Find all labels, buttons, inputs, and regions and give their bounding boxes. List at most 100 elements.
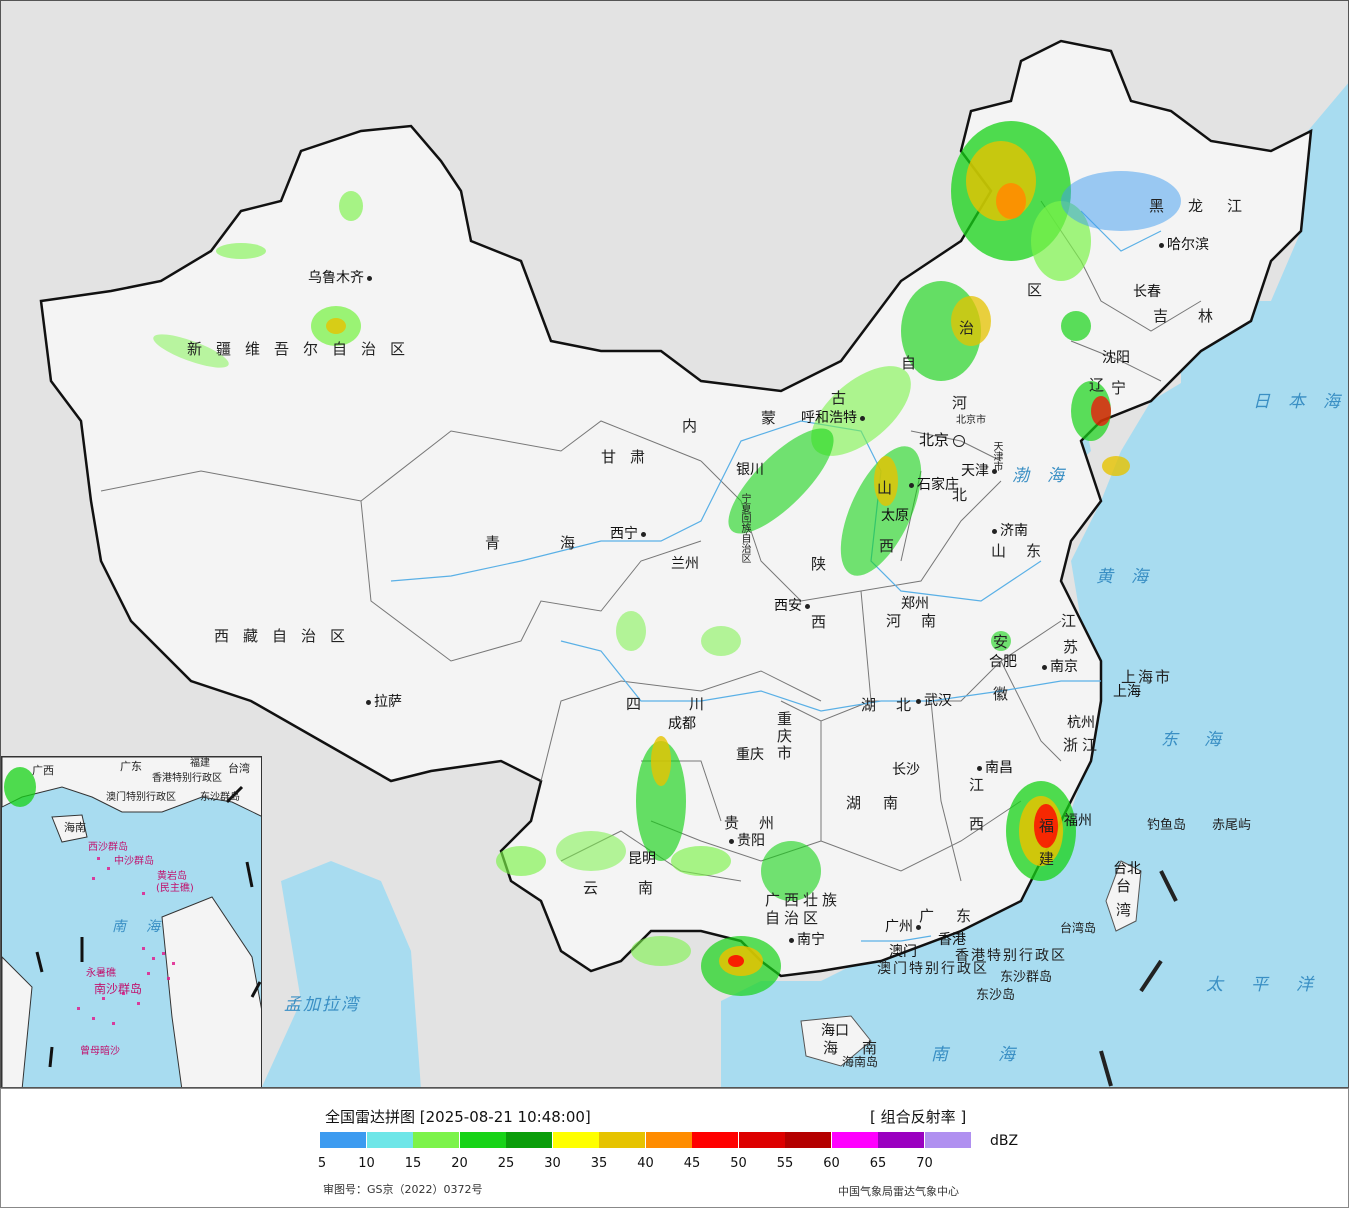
legend-tick-label: 30 — [544, 1156, 561, 1171]
province-qinghai: 青海 — [485, 534, 636, 552]
province-henan: 河南 — [886, 612, 957, 630]
island-dongsha-islands: 东沙群岛 — [1000, 970, 1053, 985]
radar-echoes — [1, 121, 1181, 996]
city-wuhan: 武汉 — [913, 694, 952, 708]
south-sea-inset: 广西 广东 福建 台湾 香港特别行政区 澳门特别行政区 东沙群岛 海南 西沙群岛… — [1, 756, 262, 1087]
province-taiwan-1: 台 — [1116, 877, 1146, 895]
legend-swatch — [878, 1132, 924, 1148]
inset-taiwan: 台湾 — [228, 762, 250, 775]
province-beijing: 北京市 — [956, 415, 986, 426]
radar-map: 新疆维吾尔自治区 西藏自治区 青海 甘肃 内 蒙 古 自 治 区 黑龙江 吉林 … — [0, 0, 1349, 1088]
province-xinjiang: 新疆维吾尔自治区 — [187, 340, 420, 358]
legend-tick-label: 65 — [869, 1156, 887, 1171]
province-hunan: 湖南 — [846, 794, 921, 812]
province-jiangxi-1: 江 — [969, 776, 999, 794]
legend-swatch — [599, 1132, 645, 1148]
legend-product: [ 组合反射率 ] — [870, 1108, 967, 1126]
city-jinan: 济南 — [989, 524, 1028, 538]
city-haikou: 海口 — [821, 1023, 849, 1039]
inset-zengmu: 曾母暗沙 — [80, 1046, 120, 1057]
hainan-island — [800, 1015, 872, 1067]
rivers — [390, 210, 1162, 942]
province-zhejiang: 浙江 — [1063, 736, 1102, 754]
city-lhasa: 拉萨 — [363, 695, 402, 709]
legend-tick-label: 35 — [590, 1156, 608, 1171]
province-hainan: 海南 — [823, 1039, 902, 1057]
city-hongkong: 香港 — [938, 932, 966, 948]
province-neimenggu-2: 蒙 — [761, 409, 791, 427]
inset-macau: 澳门特别行政区 — [106, 792, 176, 803]
japan-sea-water — [1181, 301, 1348, 471]
province-guizhou: 贵州 — [724, 814, 795, 832]
legend-tick-label: 45 — [683, 1156, 701, 1171]
legend-unit: dBZ — [990, 1133, 1019, 1149]
province-neimenggu-3: 古 — [831, 389, 861, 407]
taiwan-island — [1105, 860, 1142, 932]
inset-huangyan: 黄岩岛 — [157, 871, 187, 882]
map-canvas — [1, 39, 1348, 1087]
city-changsha: 长沙 — [892, 762, 920, 778]
city-nanchang: 南昌 — [974, 761, 1013, 775]
province-yunnan: 云南 — [583, 879, 694, 897]
province-xizang: 西藏自治区 — [214, 627, 360, 645]
legend-tick-label: 10 — [358, 1156, 375, 1171]
city-guiyang: 贵阳 — [726, 834, 765, 848]
legend-swatch — [459, 1132, 506, 1148]
sea-yellow: 黄海 — [1096, 567, 1166, 587]
legend-swatch — [738, 1132, 785, 1148]
island-diaoyu: 钓鱼岛 — [1147, 818, 1187, 833]
province-fujian-1: 福 — [1039, 817, 1069, 835]
province-chongqing: 重庆市 — [775, 711, 793, 762]
inset-hongkong: 香港特别行政区 — [152, 773, 222, 784]
city-hohhot: 呼和浩特 — [801, 411, 868, 425]
legend-swatch — [413, 1132, 459, 1148]
china-land — [39, 39, 1313, 978]
city-urumqi: 乌鲁木齐 — [308, 271, 375, 285]
inset-canvas — [2, 757, 261, 1087]
province-shanxi-1: 山 — [877, 479, 907, 497]
province-liaoning-1: 辽 — [1089, 376, 1119, 394]
legend-panel — [0, 1088, 1349, 1208]
inset-south-sea: 南海 — [112, 919, 180, 935]
sea-south: 南海 — [931, 1045, 1065, 1065]
legend-swatch — [645, 1132, 692, 1148]
legend-tick-label: 40 — [637, 1156, 654, 1171]
approval-number: 审图号：GS京（2022）0372号 — [323, 1183, 483, 1196]
province-hebei-1: 河 — [952, 394, 982, 412]
province-anhui-1: 安 — [993, 633, 1023, 651]
city-changchun: 长春 — [1133, 284, 1161, 300]
province-taiwan-2: 湾 — [1116, 901, 1146, 919]
legend-title: 全国雷达拼图 [2025-08-21 10:48:00] — [325, 1108, 591, 1126]
inset-guangdong: 广东 — [120, 760, 142, 773]
inset-nansha: 南沙群岛 — [94, 982, 143, 996]
legend-tick-label: 25 — [497, 1156, 515, 1171]
legend-swatch — [552, 1132, 599, 1148]
city-taipei: 台北 — [1113, 861, 1141, 877]
province-ningxia: 宁夏回族自治区 — [739, 493, 750, 563]
agency-name: 中国气象局雷达气象中心 — [838, 1185, 959, 1198]
island-chiwei: 赤尾屿 — [1212, 818, 1252, 833]
island-hainan: 海南岛 — [842, 1055, 879, 1069]
province-sichuan: 四川 — [626, 695, 753, 713]
city-guangzhou: 广州 — [885, 920, 924, 934]
province-shanxi-2: 西 — [879, 537, 909, 555]
legend-swatch — [692, 1132, 738, 1148]
inset-fujian: 福建 — [190, 758, 210, 769]
city-nanjing: 南京 — [1039, 660, 1078, 674]
island-dongsha: 东沙岛 — [976, 988, 1016, 1003]
city-harbin: 哈尔滨 — [1156, 238, 1209, 252]
city-shanghai: 上海 — [1113, 684, 1141, 700]
province-hongkong: 香港特别行政区 — [955, 948, 1067, 964]
legend-swatch — [366, 1132, 413, 1148]
province-guangdong: 广东 — [919, 907, 994, 925]
province-fujian-2: 建 — [1039, 850, 1069, 868]
province-neimenggu-4: 自 — [901, 354, 931, 372]
province-jilin: 吉林 — [1153, 307, 1244, 325]
city-fuzhou: 福州 — [1064, 813, 1092, 829]
province-jiangsu-1: 江 — [1061, 612, 1091, 630]
inset-guangxi: 广西 — [32, 764, 54, 777]
province-jiangsu-2: 苏 — [1063, 638, 1093, 656]
city-shijiazhuang: 石家庄 — [906, 478, 959, 492]
city-chengdu: 成都 — [668, 716, 696, 732]
city-beijing: 北京 — [919, 433, 966, 448]
